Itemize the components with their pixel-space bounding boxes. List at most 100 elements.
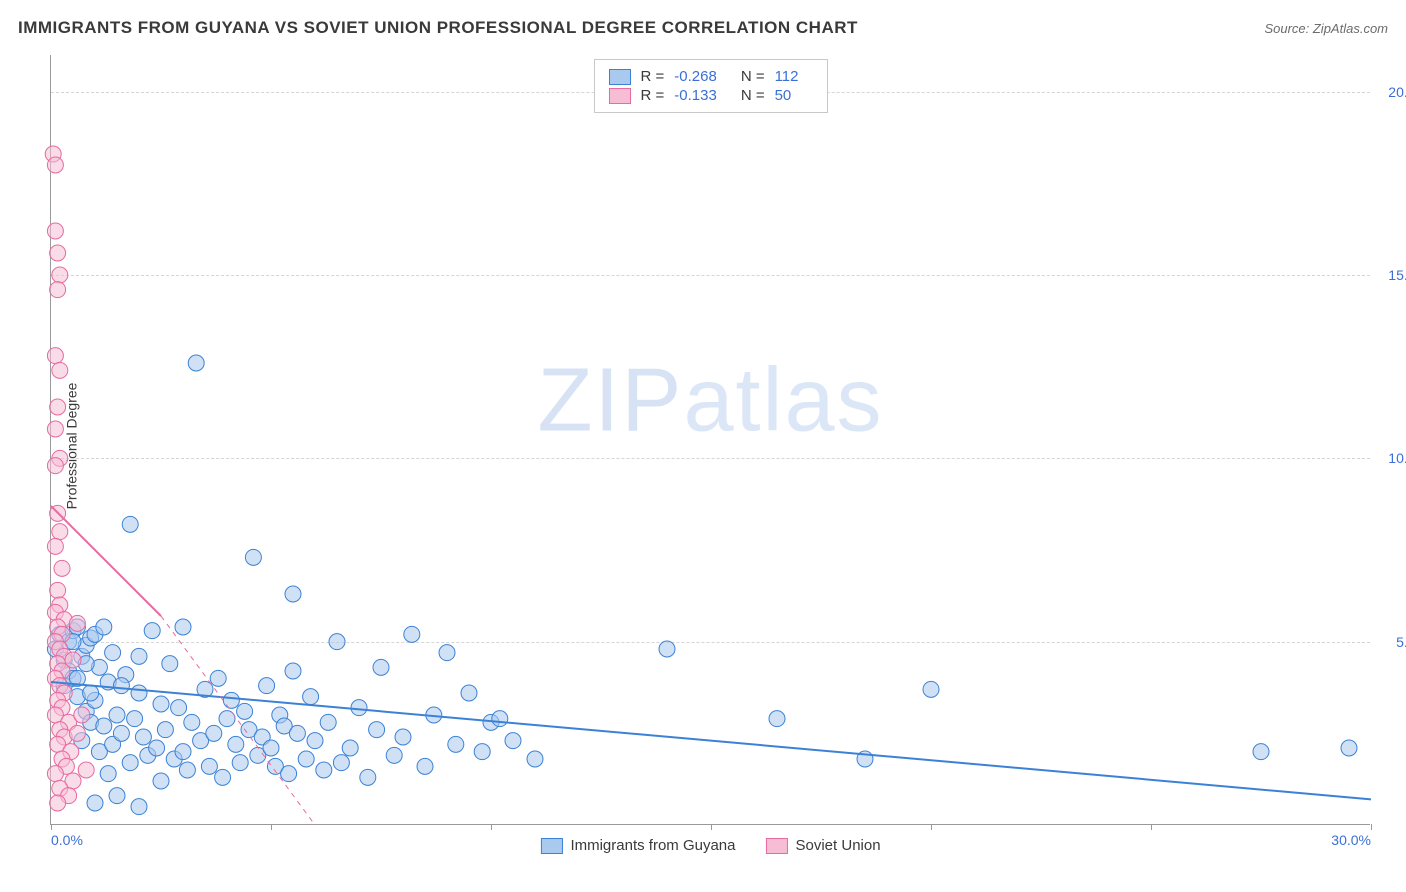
- data-point: [1253, 744, 1269, 760]
- data-point: [320, 714, 336, 730]
- data-point: [153, 696, 169, 712]
- data-point: [237, 703, 253, 719]
- data-point: [131, 685, 147, 701]
- data-point: [223, 692, 239, 708]
- data-point: [923, 681, 939, 697]
- data-point: [417, 758, 433, 774]
- data-point: [175, 619, 191, 635]
- data-point: [50, 282, 66, 298]
- scatter-svg: [51, 55, 1370, 824]
- data-point: [69, 615, 85, 631]
- data-point: [369, 722, 385, 738]
- data-point: [505, 733, 521, 749]
- y-tick-label: 15.0%: [1388, 267, 1406, 283]
- data-point: [206, 725, 222, 741]
- plot-area: ZIPatlas 5.0%10.0%15.0%20.0% 0.0%30.0% R…: [50, 55, 1370, 825]
- data-point: [333, 755, 349, 771]
- data-point: [50, 399, 66, 415]
- data-point: [52, 524, 68, 540]
- data-point: [281, 766, 297, 782]
- data-point: [329, 634, 345, 650]
- data-point: [404, 626, 420, 642]
- n-label: N =: [741, 68, 765, 85]
- data-point: [96, 718, 112, 734]
- data-point: [259, 678, 275, 694]
- data-point: [47, 458, 63, 474]
- swatch-guyana: [609, 69, 631, 85]
- y-tick-label: 5.0%: [1396, 634, 1406, 650]
- legend-label: Immigrants from Guyana: [570, 837, 735, 854]
- data-point: [105, 645, 121, 661]
- data-point: [527, 751, 543, 767]
- data-point: [386, 747, 402, 763]
- swatch-guyana: [540, 838, 562, 854]
- y-tick-label: 10.0%: [1388, 450, 1406, 466]
- data-point: [50, 795, 66, 811]
- data-point: [316, 762, 332, 778]
- n-value: 50: [775, 87, 792, 104]
- data-point: [492, 711, 508, 727]
- data-point: [144, 623, 160, 639]
- data-point: [109, 707, 125, 723]
- r-value: -0.133: [674, 87, 717, 104]
- data-point: [113, 725, 129, 741]
- data-point: [54, 560, 70, 576]
- data-point: [74, 707, 90, 723]
- legend-item-guyana: Immigrants from Guyana: [540, 837, 735, 854]
- data-point: [69, 725, 85, 741]
- data-point: [285, 663, 301, 679]
- data-point: [50, 582, 66, 598]
- data-point: [448, 736, 464, 752]
- data-point: [298, 751, 314, 767]
- series-legend: Immigrants from Guyana Soviet Union: [540, 837, 880, 854]
- data-point: [131, 799, 147, 815]
- data-point: [52, 267, 68, 283]
- data-point: [303, 689, 319, 705]
- data-point: [215, 769, 231, 785]
- x-tick-label: 30.0%: [1331, 832, 1371, 848]
- data-point: [47, 157, 63, 173]
- data-point: [171, 700, 187, 716]
- data-point: [87, 795, 103, 811]
- swatch-soviet: [766, 838, 788, 854]
- data-point: [342, 740, 358, 756]
- data-point: [47, 538, 63, 554]
- legend-item-soviet: Soviet Union: [766, 837, 881, 854]
- data-point: [122, 516, 138, 532]
- data-point: [47, 223, 63, 239]
- r-label: R =: [641, 68, 665, 85]
- data-point: [83, 685, 99, 701]
- swatch-soviet: [609, 88, 631, 104]
- data-point: [47, 348, 63, 364]
- data-point: [109, 788, 125, 804]
- data-point: [184, 714, 200, 730]
- data-point: [47, 421, 63, 437]
- data-point: [65, 652, 81, 668]
- data-point: [232, 755, 248, 771]
- data-point: [210, 670, 226, 686]
- data-point: [100, 766, 116, 782]
- source-attribution: Source: ZipAtlas.com: [1264, 21, 1388, 36]
- data-point: [179, 762, 195, 778]
- data-point: [474, 744, 490, 760]
- data-point: [113, 678, 129, 694]
- data-point: [769, 711, 785, 727]
- chart-title: IMMIGRANTS FROM GUYANA VS SOVIET UNION P…: [18, 18, 858, 38]
- data-point: [127, 711, 143, 727]
- correlation-legend: R = -0.268 N = 112 R = -0.133 N = 50: [594, 59, 828, 113]
- data-point: [52, 362, 68, 378]
- data-point: [157, 722, 173, 738]
- data-point: [47, 766, 63, 782]
- data-point: [1341, 740, 1357, 756]
- n-label: N =: [741, 87, 765, 104]
- data-point: [162, 656, 178, 672]
- x-tick-label: 0.0%: [51, 832, 83, 848]
- data-point: [50, 245, 66, 261]
- data-point: [461, 685, 477, 701]
- data-point: [245, 549, 261, 565]
- data-point: [360, 769, 376, 785]
- data-point: [285, 586, 301, 602]
- data-point: [153, 773, 169, 789]
- data-point: [263, 740, 279, 756]
- data-point: [96, 619, 112, 635]
